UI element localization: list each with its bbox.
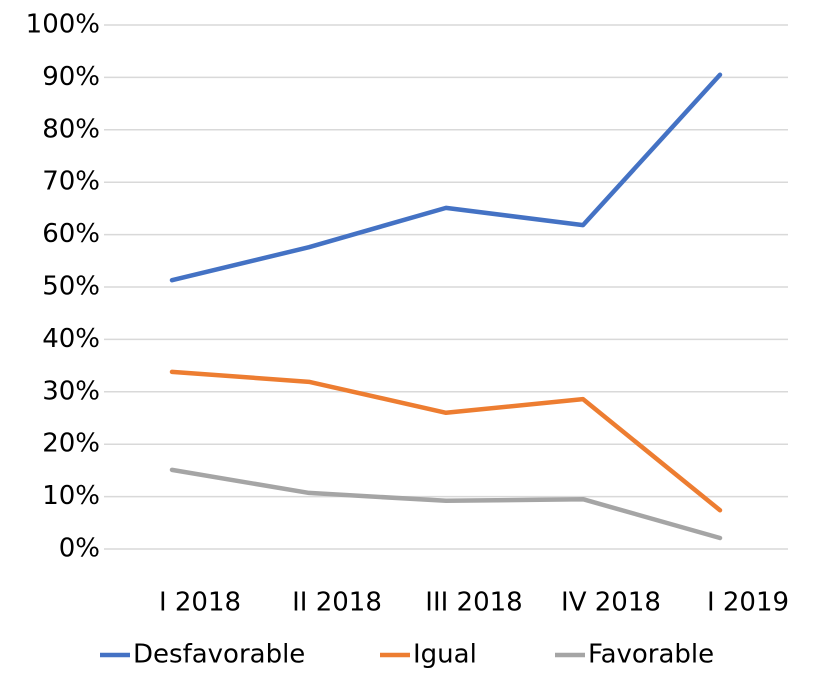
series-line: [169, 467, 723, 541]
legend-label: Desfavorable: [133, 640, 305, 670]
x-tick-label: I 2019: [707, 588, 789, 618]
y-tick-label: 20%: [42, 429, 100, 459]
y-tick-label: 90%: [42, 62, 100, 92]
y-tick-label: 80%: [42, 114, 100, 144]
y-tick-label: 50%: [42, 272, 100, 302]
y-tick-label: 40%: [42, 324, 100, 354]
x-tick-label: III 2018: [425, 588, 522, 618]
series-line: [169, 369, 723, 513]
y-tick-label: 60%: [42, 219, 100, 249]
series-line: [169, 72, 723, 283]
y-tick-label: 30%: [42, 376, 100, 406]
x-tick-label: I 2018: [159, 588, 241, 618]
x-tick-label: IV 2018: [561, 588, 661, 618]
legend-label: Favorable: [588, 640, 714, 670]
legend-label: Igual: [413, 640, 477, 670]
y-tick-label: 100%: [26, 10, 100, 40]
y-tick-label: 10%: [42, 481, 100, 511]
y-tick-label: 70%: [42, 167, 100, 197]
x-tick-label: II 2018: [292, 588, 382, 618]
y-tick-label: 0%: [59, 534, 100, 564]
